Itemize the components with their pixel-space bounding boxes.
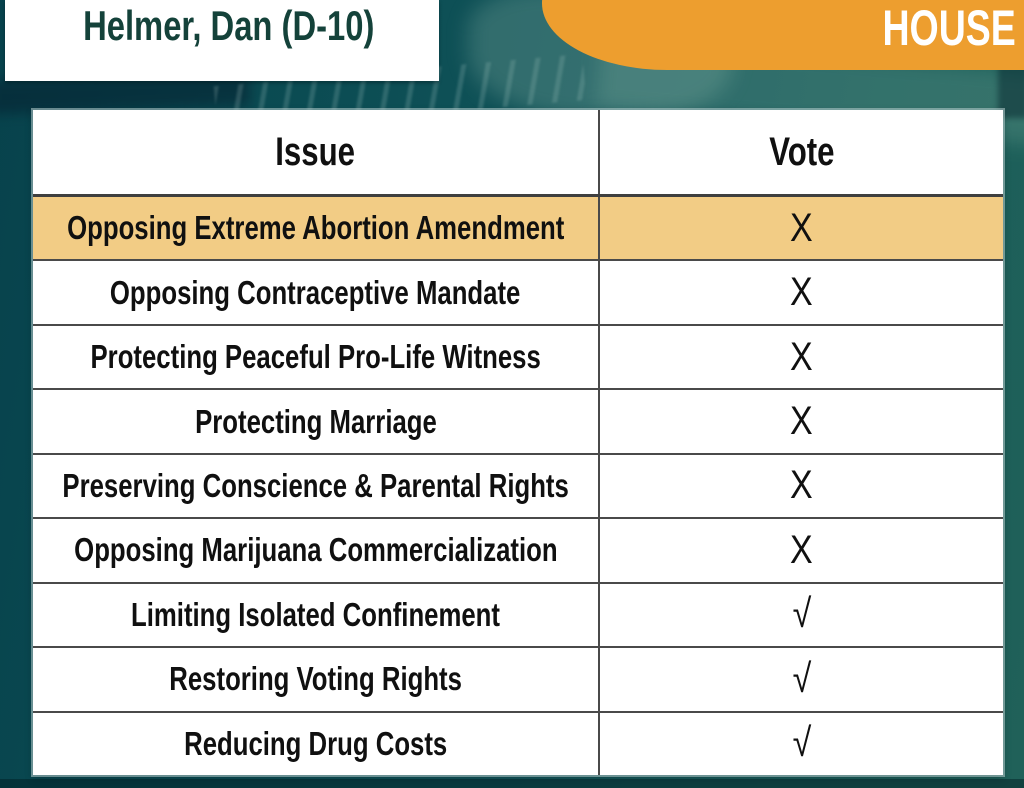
issue-label: Limiting Isolated Confinement [131, 595, 500, 633]
table-row: Reducing Drug Costs √ [33, 710, 1003, 775]
vote-cell: X [600, 390, 1003, 452]
chamber-label: HOUSE [882, 0, 1016, 56]
vote-cell: X [600, 326, 1003, 388]
issue-label: Protecting Marriage [194, 402, 437, 440]
vote-mark: X [790, 205, 813, 250]
table-row: Opposing Marijuana Commercialization X [33, 517, 1003, 582]
vote-cell: √ [600, 713, 1003, 775]
vote-mark: X [790, 399, 813, 444]
issue-column-header: Issue [33, 110, 600, 194]
table-header-row: Issue Vote [33, 110, 1003, 197]
issue-label: Opposing Extreme Abortion Amendment [66, 209, 565, 247]
table-row: Preserving Conscience & Parental Rights X [33, 452, 1003, 518]
issue-cell: Preserving Conscience & Parental Rights [33, 454, 600, 518]
background-bottom-band [0, 779, 1024, 788]
issue-label: Preserving Conscience & Parental Rights [62, 466, 569, 504]
table-row: Restoring Voting Rights √ [33, 646, 1003, 711]
legislator-name: Helmer, Dan (D-10) [83, 2, 375, 49]
vote-mark: X [790, 270, 813, 315]
table-row: Protecting Peaceful Pro-Life Witness X [33, 323, 1003, 389]
issue-cell: Protecting Peaceful Pro-Life Witness [33, 325, 600, 389]
vote-cell: √ [600, 584, 1003, 646]
vote-mark: X [790, 334, 813, 379]
table-row: Protecting Marriage X [33, 388, 1003, 453]
issue-column-header-label: Issue [275, 129, 356, 174]
issue-label: Reducing Drug Costs [183, 724, 448, 762]
vote-mark: X [790, 527, 813, 572]
issue-cell: Opposing Contraceptive Mandate [33, 261, 600, 324]
issue-cell: Limiting Isolated Confinement [33, 583, 600, 647]
vote-mark: X [790, 463, 813, 508]
vote-cell: X [600, 455, 1003, 517]
table-body: Opposing Extreme Abortion Amendment X Oppo… [33, 197, 1003, 775]
table-row: Opposing Contraceptive Mandate X [33, 259, 1003, 324]
votes-table: Issue Vote Opposing Extreme Abortion Ame… [33, 110, 1003, 775]
issue-label: Opposing Marijuana Commercialization [73, 531, 558, 569]
vote-mark: √ [792, 656, 811, 701]
chamber-banner: HOUSE [542, 0, 1024, 70]
vote-cell: X [600, 197, 1003, 260]
issue-label: Opposing Contraceptive Mandate [110, 273, 521, 311]
legislator-name-card: Helmer, Dan (D-10) [5, 0, 439, 81]
issue-cell: Reducing Drug Costs [33, 712, 600, 775]
vote-column-header-label: Vote [768, 129, 835, 174]
vote-cell: √ [600, 648, 1003, 710]
issue-label: Protecting Peaceful Pro-Life Witness [90, 338, 541, 376]
table-row: Opposing Extreme Abortion Amendment X [33, 197, 1003, 260]
vote-mark: √ [792, 592, 811, 637]
issue-cell: Opposing Extreme Abortion Amendment [33, 197, 600, 260]
issue-cell: Protecting Marriage [33, 390, 600, 453]
vote-cell: X [600, 519, 1003, 581]
vote-mark: √ [792, 721, 811, 766]
vote-column-header: Vote [600, 110, 1003, 194]
table-row: Limiting Isolated Confinement √ [33, 581, 1003, 647]
issue-cell: Restoring Voting Rights [33, 648, 600, 711]
issue-cell: Opposing Marijuana Commercialization [33, 519, 600, 582]
issue-label: Restoring Voting Rights [169, 660, 462, 698]
vote-cell: X [600, 261, 1003, 323]
